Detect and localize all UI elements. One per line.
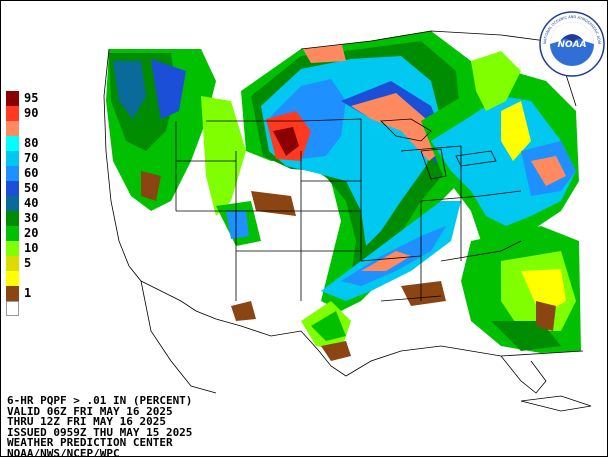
legend-label: 5 <box>24 256 32 270</box>
legend-row: 70 <box>6 151 66 166</box>
legend-swatch <box>6 121 19 136</box>
legend-swatch <box>6 256 19 271</box>
legend-label: 50 <box>24 181 39 195</box>
logo-text: NOAA <box>557 40 586 50</box>
legend-swatch <box>6 286 19 301</box>
legend-row <box>6 271 66 286</box>
legend-swatch <box>6 211 19 226</box>
legend-swatch <box>6 151 19 166</box>
product-info: 6-HR PQPF > .01 IN (PERCENT) VALID 06Z FR… <box>7 394 193 457</box>
legend-label: 80 <box>24 136 39 150</box>
valid-time: VALID 06Z FRI MAY 16 2025 <box>7 404 173 418</box>
legend-row: 40 <box>6 196 66 211</box>
probability-legend: 95 90 80 70 60 50 40 30 20 10 5 1 <box>6 91 66 316</box>
legend-swatch <box>6 301 19 316</box>
legend-label: 30 <box>24 211 39 225</box>
legend-row: 30 <box>6 211 66 226</box>
legend-row: 50 <box>6 181 66 196</box>
legend-swatch <box>6 136 19 151</box>
legend-row: 80 <box>6 136 66 151</box>
legend-row: 20 <box>6 226 66 241</box>
legend-label: 60 <box>24 166 39 180</box>
legend-swatch <box>6 271 19 286</box>
legend-label: 70 <box>24 151 39 165</box>
legend-label: 90 <box>24 106 39 120</box>
noaa-logo: NOAA NATIONAL OCEANIC AND ATMOSPHERIC AD… <box>539 11 605 77</box>
legend-swatch <box>6 196 19 211</box>
legend-swatch <box>6 166 19 181</box>
legend-label: 40 <box>24 196 39 210</box>
legend-label: 1 <box>24 286 32 300</box>
legend-swatch <box>6 241 19 256</box>
legend-swatch <box>6 226 19 241</box>
legend-label: 95 <box>24 91 39 105</box>
legend-row: 90 <box>6 106 66 121</box>
legend-swatch <box>6 91 19 106</box>
legend-row <box>6 301 66 316</box>
probability-shading <box>104 31 581 361</box>
agency-name: NOAA/NWS/NCEP/WPC <box>7 446 120 457</box>
thru-time: THRU 12Z FRI MAY 16 2025 <box>7 415 166 428</box>
product-title: 6-HR PQPF > .01 IN (PERCENT) <box>7 394 193 407</box>
legend-row <box>6 121 66 136</box>
legend-label: 10 <box>24 241 39 255</box>
legend-row: 60 <box>6 166 66 181</box>
legend-row: 5 <box>6 256 66 271</box>
legend-label: 20 <box>24 226 39 240</box>
center-name: WEATHER PREDICTION CENTER <box>7 436 173 449</box>
legend-row: 95 <box>6 91 66 106</box>
legend-row: 1 <box>6 286 66 301</box>
legend-swatch <box>6 181 19 196</box>
issued-time: ISSUED 0959Z THU MAY 15 2025 <box>7 425 193 439</box>
legend-row: 10 <box>6 241 66 256</box>
map-outlines <box>103 30 592 412</box>
legend-swatch <box>6 106 19 121</box>
